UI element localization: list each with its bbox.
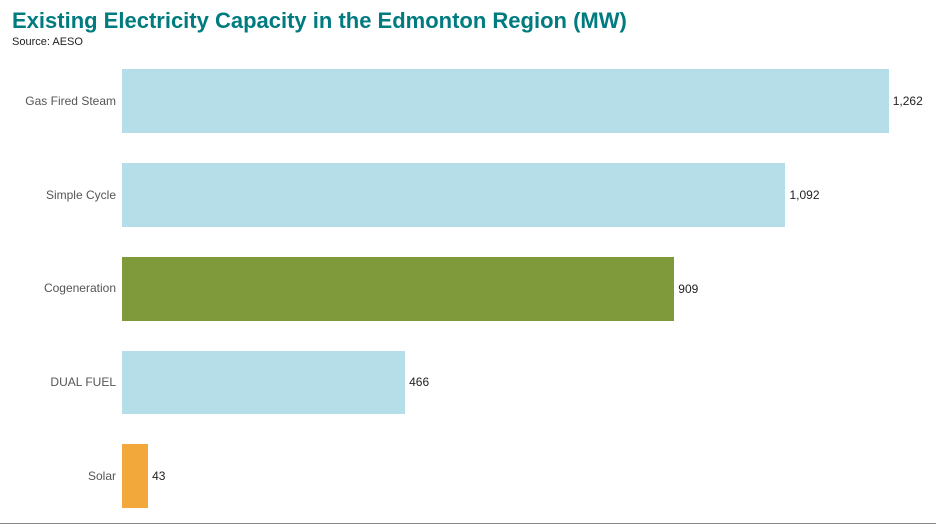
category-label: Cogeneration [12, 281, 122, 295]
chart-plot-area: Gas Fired Steam 1,262 Simple Cycle 1,092 Cog… [12, 54, 924, 523]
chart-source: Source: AESO [12, 36, 924, 48]
bar-area: 43 [122, 444, 924, 508]
value-label: 909 [674, 282, 698, 296]
bar [122, 69, 889, 133]
category-label: DUAL FUEL [12, 375, 122, 389]
bar [122, 351, 405, 415]
bar-area: 1,092 [122, 163, 924, 227]
capacity-chart: Existing Electricity Capacity in the Edm… [0, 0, 936, 524]
chart-row: Cogeneration 909 [12, 257, 924, 321]
bar-area: 466 [122, 351, 924, 415]
chart-title: Existing Electricity Capacity in the Edm… [12, 8, 924, 34]
value-label: 1,262 [889, 94, 923, 108]
chart-row: Simple Cycle 1,092 [12, 163, 924, 227]
value-label: 466 [405, 375, 429, 389]
chart-row: Gas Fired Steam 1,262 [12, 69, 924, 133]
category-label: Simple Cycle [12, 188, 122, 202]
value-label: 1,092 [785, 188, 819, 202]
bar-area: 909 [122, 257, 924, 321]
bar [122, 257, 674, 321]
value-label: 43 [148, 469, 165, 483]
chart-row: DUAL FUEL 466 [12, 351, 924, 415]
bar [122, 163, 785, 227]
chart-row: Solar 43 [12, 444, 924, 508]
bar-area: 1,262 [122, 69, 924, 133]
category-label: Gas Fired Steam [12, 94, 122, 108]
category-label: Solar [12, 469, 122, 483]
bar [122, 444, 148, 508]
